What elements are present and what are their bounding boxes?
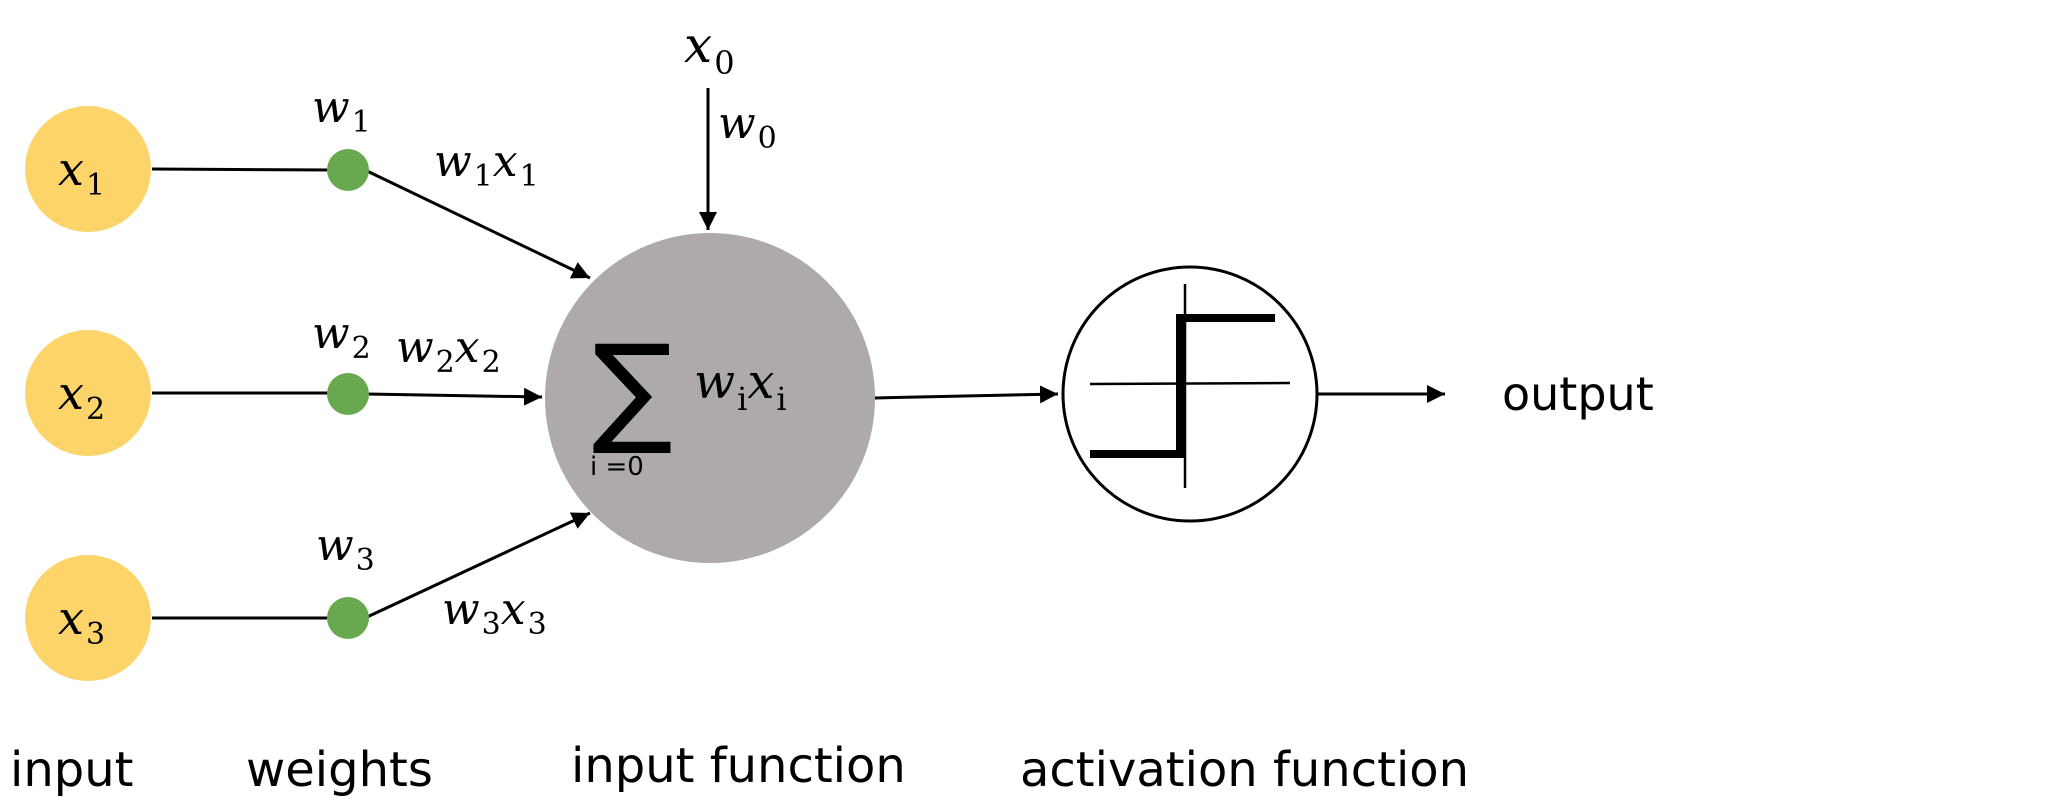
caption-weights: weights (246, 742, 433, 798)
caption-input-function: input function (571, 738, 906, 794)
arrow-weight2-sum (364, 387, 543, 406)
caption-input: input (10, 742, 133, 798)
edge-input1-weight1 (151, 167, 334, 172)
sum-symbol: ∑ (592, 320, 673, 459)
weight-label-1: w1 (312, 82, 371, 140)
weight-label-3: w3 (316, 520, 375, 578)
caption-activation-function: activation function (1020, 742, 1469, 798)
input-label-1: x1 (58, 142, 105, 203)
weight-node-1 (327, 149, 369, 191)
arrow-weight3-sum (364, 511, 591, 620)
input-label-2: x2 (58, 366, 105, 427)
sum-node (545, 233, 875, 563)
product-label-3: w3x3 (442, 584, 547, 642)
product-label-1: w1x1 (434, 136, 539, 194)
input-node-2 (25, 330, 151, 456)
weight-node-3 (327, 597, 369, 639)
bias-weight-label: w0 (718, 98, 777, 156)
input-node-3 (25, 555, 151, 681)
product-label-2: w2x2 (396, 322, 501, 380)
bias-input-label: x0 (684, 16, 735, 82)
sum-term: wixi (694, 354, 787, 418)
step-function-icon (1089, 284, 1291, 488)
input-node-1 (25, 106, 151, 232)
input-label-3: x3 (58, 591, 105, 652)
activation-node (1061, 265, 1319, 523)
weight-label-2: w2 (312, 308, 371, 366)
sum-lower-limit: i =0 (590, 452, 644, 482)
arrow-weight1-sum (364, 168, 591, 280)
output-label: output (1502, 367, 1654, 421)
weight-node-2 (327, 373, 369, 415)
arrow-sum-activation (873, 385, 1059, 404)
